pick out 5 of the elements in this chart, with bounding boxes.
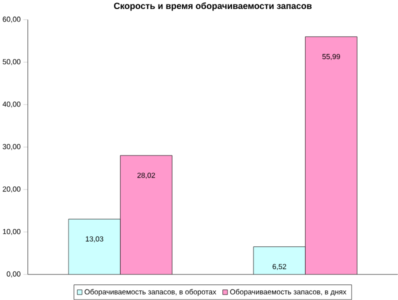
- chart-title: Скорость и время оборачиваемости запасов: [114, 2, 312, 11]
- bar: [68, 218, 121, 274]
- bar: [120, 155, 172, 274]
- bar: [253, 246, 306, 274]
- bar: [305, 36, 358, 274]
